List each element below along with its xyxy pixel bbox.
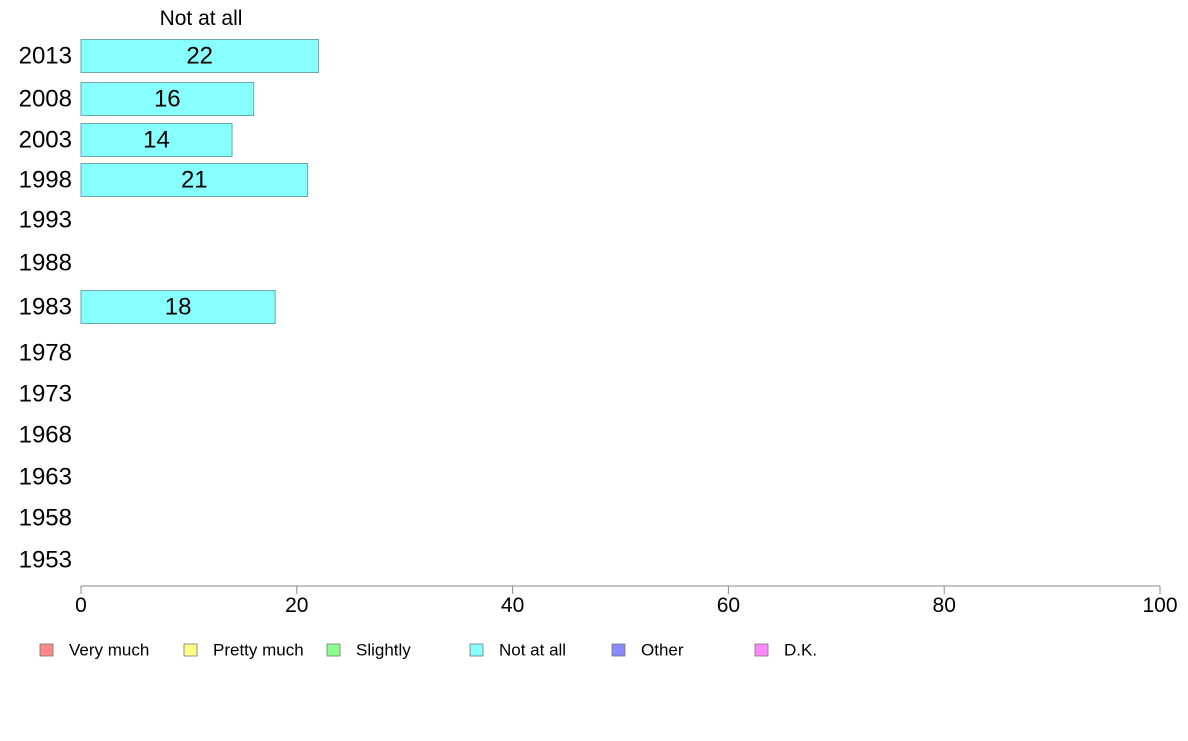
- x-axis: 0 20 40 60 80 100: [75, 585, 1178, 617]
- bar: [80, 82, 255, 116]
- legend-label: Pretty much: [213, 641, 304, 660]
- legend-swatch: [326, 643, 341, 657]
- legend-swatch: [39, 643, 54, 657]
- bar: [80, 290, 276, 324]
- y-tick-label: 1978: [19, 340, 72, 367]
- legend-label: Not at all: [499, 641, 566, 660]
- legend-label: D.K.: [784, 641, 817, 660]
- x-tick-label: 40: [501, 594, 524, 617]
- y-tick-label: 1953: [19, 547, 72, 574]
- legend-swatch: [754, 643, 769, 657]
- bar-value-label: 22: [186, 43, 213, 70]
- y-tick-label: 2008: [19, 86, 72, 113]
- x-tick-label: 80: [933, 594, 956, 617]
- legend-swatch: [611, 643, 626, 657]
- y-tick-label: 2013: [19, 43, 72, 70]
- y-tick-label: 1998: [19, 167, 72, 194]
- y-tick-label: 1963: [19, 464, 72, 491]
- y-tick-label: 2003: [19, 127, 72, 154]
- y-tick-label: 1968: [19, 422, 72, 449]
- y-tick-label: 1973: [19, 381, 72, 408]
- legend: Very much Pretty much Slightly Not at all Ot…: [39, 641, 817, 660]
- legend-label: Other: [641, 641, 684, 660]
- x-tick-label: 60: [717, 594, 740, 617]
- legend-swatch: [469, 643, 484, 657]
- legend-label: Slightly: [356, 641, 411, 660]
- legend-swatch: [183, 643, 198, 657]
- bar-value-label: 18: [165, 294, 192, 321]
- y-tick-label: 1993: [19, 207, 72, 234]
- y-tick-label: 1983: [19, 294, 72, 321]
- legend-label: Very much: [69, 641, 149, 660]
- x-tick-label: 20: [285, 594, 308, 617]
- bar: [80, 39, 319, 73]
- bar-value-label: 21: [181, 167, 208, 194]
- y-tick-label: 1988: [19, 250, 72, 277]
- bar: [80, 123, 233, 157]
- y-tick-label: 1958: [19, 505, 72, 532]
- bar-value-label: 16: [154, 86, 181, 113]
- series-title: Not at all: [160, 7, 243, 30]
- bar-value-label: 14: [143, 127, 170, 154]
- y-axis-labels: 2013 2008 2003 1998 1993 1988 1983 1978 1973 1968…: [19, 43, 72, 574]
- x-tick-label: 0: [75, 594, 87, 617]
- x-tick-label: 100: [1142, 594, 1177, 617]
- bar: [80, 163, 309, 197]
